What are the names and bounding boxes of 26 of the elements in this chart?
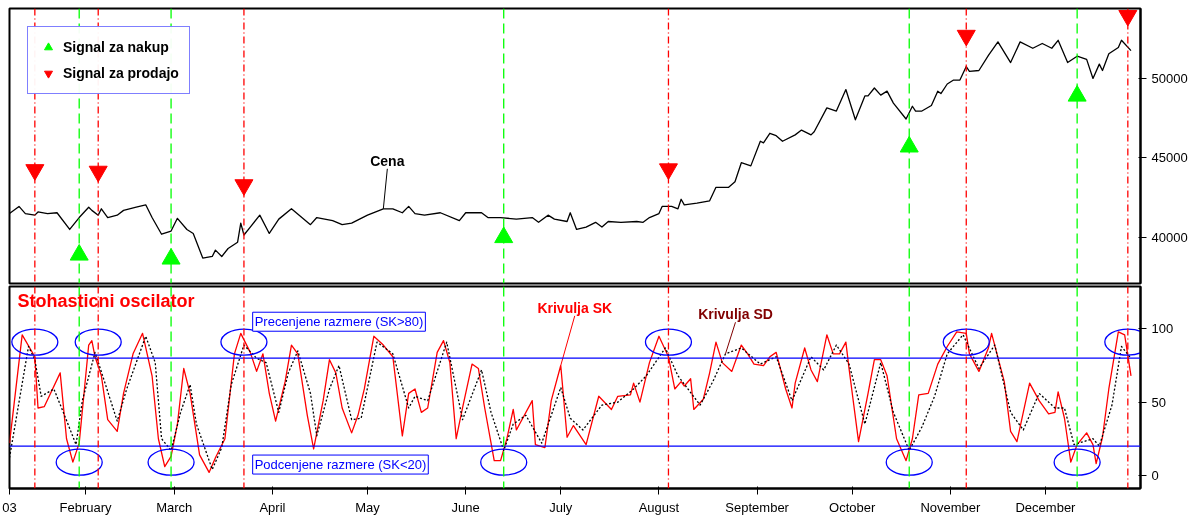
text: Krivulja SD — [698, 306, 773, 323]
x-tick-label: April — [259, 499, 286, 515]
x-tick-label: November — [920, 499, 982, 515]
x-tick-label: March — [156, 499, 193, 515]
text: Krivulja SK — [537, 299, 613, 316]
legend-label: Signal za prodajo — [63, 65, 179, 81]
y-tick-label: 40000 — [1151, 229, 1188, 245]
ref-line-label: Precenjene razmere (SK>80) — [254, 314, 424, 330]
chart-title: Stohasticni oscilator — [17, 290, 195, 311]
x-tick-label: July — [549, 499, 573, 515]
x-tick-label: December — [1015, 499, 1077, 515]
x-tick-label: June — [451, 499, 480, 515]
y-tick-label: 50 — [1151, 394, 1166, 410]
x-tick-label: August — [638, 499, 680, 515]
y-tick-label: 0 — [1151, 467, 1159, 483]
x-tick-label: 03 — [2, 499, 17, 515]
y-tick-label: 100 — [1151, 321, 1174, 337]
ref-line-label: Podcenjene razmere (SK<20) — [254, 457, 427, 473]
y-tick-label: 45000 — [1151, 150, 1188, 166]
y-tick-label: 50000 — [1151, 70, 1188, 86]
x-tick-label: May — [355, 499, 381, 515]
x-tick-label: October — [829, 499, 876, 515]
text: Cena — [370, 152, 405, 169]
x-tick-label: September — [725, 499, 790, 515]
x-tick-label: February — [59, 499, 113, 515]
legend-label: Signal za nakup — [63, 39, 169, 55]
